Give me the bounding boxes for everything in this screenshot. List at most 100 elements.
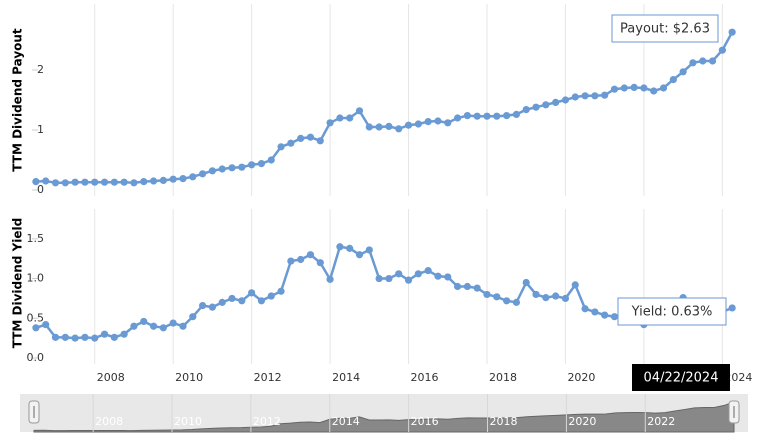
point	[228, 294, 236, 303]
point	[512, 110, 521, 118]
point	[149, 177, 158, 185]
point	[208, 167, 217, 175]
point	[316, 259, 324, 267]
date-box	[632, 364, 730, 391]
point	[32, 178, 40, 186]
point	[100, 330, 109, 338]
point	[238, 297, 246, 305]
x-tick-label: 2012	[254, 371, 282, 384]
point	[61, 333, 69, 341]
line	[35, 31, 734, 185]
point	[532, 103, 540, 111]
point	[257, 297, 266, 305]
point	[51, 333, 60, 341]
point	[91, 334, 99, 342]
point	[493, 293, 501, 301]
navigator-label: 2012	[253, 415, 281, 428]
point	[267, 292, 275, 300]
point	[189, 313, 197, 321]
point	[346, 244, 354, 252]
point	[326, 119, 334, 127]
point	[159, 324, 167, 332]
point	[248, 161, 256, 169]
point	[571, 93, 579, 101]
navigator-label: 2018	[490, 415, 518, 428]
point	[640, 84, 648, 92]
x-tick-label: 2018	[489, 371, 517, 384]
point	[395, 125, 403, 133]
point	[601, 311, 609, 319]
point	[444, 273, 452, 281]
point	[463, 282, 471, 291]
point	[91, 178, 99, 186]
point	[424, 267, 432, 275]
point	[561, 294, 570, 303]
point	[100, 178, 109, 186]
point	[198, 301, 207, 310]
point	[218, 165, 226, 173]
point	[503, 297, 511, 305]
point	[679, 68, 687, 76]
point	[149, 322, 158, 330]
point	[238, 163, 246, 171]
point	[385, 122, 393, 130]
point	[375, 274, 383, 283]
point	[483, 112, 491, 120]
point	[453, 114, 462, 122]
point	[365, 246, 373, 254]
point	[159, 176, 167, 184]
point	[287, 139, 295, 147]
point	[140, 178, 148, 186]
point	[434, 117, 442, 125]
navigator-label: 2020	[568, 415, 596, 428]
point	[189, 173, 197, 181]
point	[267, 156, 275, 164]
point	[395, 270, 403, 278]
point	[208, 303, 217, 311]
point	[610, 85, 619, 93]
point	[414, 270, 422, 278]
point	[169, 319, 177, 327]
point	[385, 274, 393, 283]
point	[581, 92, 589, 100]
point	[571, 281, 579, 289]
point	[483, 290, 491, 299]
point	[297, 255, 305, 264]
point	[71, 178, 79, 186]
tooltip-box	[617, 297, 727, 326]
point	[110, 333, 118, 341]
point	[71, 334, 79, 342]
point	[728, 28, 736, 36]
point	[689, 59, 697, 67]
point	[463, 112, 471, 120]
point	[542, 294, 550, 302]
point	[336, 114, 344, 122]
point	[51, 179, 60, 187]
y-axis-title: TTM Dividend Yield	[11, 218, 25, 348]
crosshair-date: 04/22/2024	[644, 371, 719, 386]
x-tick-label: 2016	[411, 371, 439, 384]
point	[346, 114, 354, 122]
navigator-area	[33, 401, 735, 433]
point	[542, 101, 550, 109]
point	[699, 57, 707, 65]
point	[581, 305, 589, 313]
point	[277, 143, 285, 151]
navigator-label: 2008	[95, 415, 123, 428]
point	[453, 282, 462, 291]
y-tick-label: 0	[37, 183, 44, 196]
point	[179, 175, 187, 183]
point	[110, 178, 118, 186]
point	[552, 292, 560, 300]
point	[218, 298, 226, 306]
point	[81, 178, 89, 186]
point	[306, 133, 315, 141]
navigator-label: 2014	[332, 415, 360, 428]
point	[591, 308, 599, 316]
x-tick-label: 2010	[175, 371, 203, 384]
point	[179, 322, 187, 330]
y-axis-title: TTM Dividend Payout	[11, 28, 25, 172]
x-tick-label: 2020	[567, 371, 595, 384]
point	[120, 330, 128, 338]
